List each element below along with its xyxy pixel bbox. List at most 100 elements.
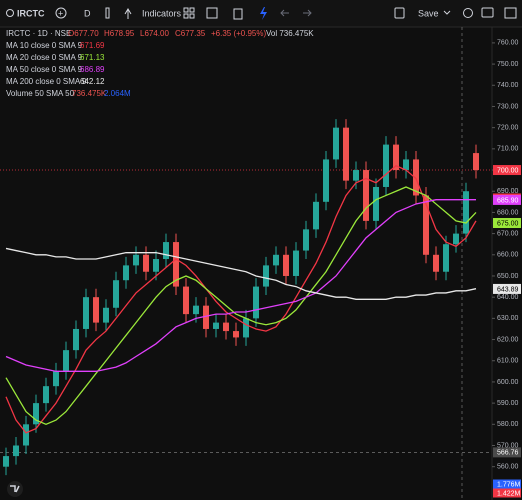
- candle-body: [43, 386, 49, 404]
- candle-body: [413, 159, 419, 196]
- candle-body: [203, 305, 209, 329]
- candle-body: [223, 322, 229, 332]
- volume-study: Volume 50 SMA 50: [6, 89, 75, 98]
- layout-icon: [189, 13, 195, 19]
- volume-label: 1.776M: [497, 481, 521, 488]
- moving-average: [5, 165, 477, 434]
- search-icon[interactable]: [6, 9, 14, 17]
- add-symbol[interactable]: [55, 7, 67, 19]
- price-label-bg: [493, 218, 521, 229]
- save-menu[interactable]: [443, 10, 451, 15]
- redo-icon[interactable]: [303, 9, 312, 17]
- candle-body: [123, 265, 129, 281]
- candle-body: [243, 318, 249, 338]
- candle-body: [433, 254, 439, 272]
- candle-body: [383, 144, 389, 187]
- layout-icon: [189, 7, 195, 13]
- layout-icon[interactable]: [183, 7, 189, 13]
- toolbar: IRCTC + D Indicators Save: [0, 0, 522, 28]
- candle-body: [163, 242, 169, 260]
- y-tick-label: 680.00: [497, 209, 519, 216]
- volume-study-value: 736.475K: [72, 89, 107, 98]
- trash-icon[interactable]: [233, 8, 243, 20]
- price-label-bg: [493, 447, 521, 458]
- moving-average: [5, 199, 476, 372]
- candle-body: [153, 259, 159, 272]
- candle-body: [363, 170, 369, 221]
- logo-mark: [10, 485, 20, 493]
- legend-open: O677.70: [68, 29, 99, 38]
- legend-close: C677.35: [175, 29, 206, 38]
- y-tick-label: 740.00: [497, 82, 519, 89]
- layout-icon: [183, 13, 189, 19]
- y-tick-label: 690.00: [497, 188, 519, 195]
- candle-body: [453, 233, 459, 245]
- y-tick-label: 670.00: [497, 230, 519, 237]
- price-label: 643.89: [497, 286, 519, 293]
- legend-low: L674.00: [140, 29, 169, 38]
- study-value: 642.12: [80, 77, 105, 86]
- plus: +: [58, 8, 63, 18]
- study-name: MA 200 close 0 SMA 9: [6, 77, 87, 86]
- candle-body: [423, 195, 429, 255]
- y-tick-label: 760.00: [497, 40, 519, 47]
- volume-label: 1.422M: [497, 490, 521, 497]
- candle-body: [233, 331, 239, 338]
- candle-body: [143, 254, 149, 272]
- y-tick-label: 560.00: [497, 464, 519, 471]
- interval[interactable]: D: [84, 8, 91, 18]
- settings-icon[interactable]: [463, 8, 473, 18]
- moving-average: [5, 247, 477, 300]
- candle-body: [353, 170, 359, 181]
- candle-body: [333, 127, 339, 160]
- undo-icon[interactable]: [280, 9, 289, 17]
- candle-body: [303, 229, 309, 251]
- candle-body: [343, 127, 349, 181]
- flash-icon[interactable]: [260, 7, 267, 20]
- y-tick-label: 630.00: [497, 315, 519, 322]
- moving-average: [5, 186, 477, 426]
- y-tick-label: 730.00: [497, 103, 519, 110]
- y-tick-label: 570.00: [497, 442, 519, 449]
- candle-body: [83, 297, 89, 329]
- y-tick-label: 720.00: [497, 124, 519, 131]
- study-name: MA 10 close 0 SMA 9: [6, 41, 83, 50]
- candle-body: [193, 305, 199, 315]
- layout-name-icon[interactable]: [394, 7, 405, 19]
- candle-body: [133, 254, 139, 266]
- candle-body: [3, 456, 9, 467]
- volume-study-ma: 2.064M: [104, 89, 131, 98]
- price-label: 566.76: [497, 450, 519, 457]
- candle-body: [33, 403, 39, 425]
- study-value: 671.13: [80, 53, 105, 62]
- snapshot-icon[interactable]: [481, 7, 494, 18]
- indicators[interactable]: Indicators: [142, 8, 182, 18]
- legend-high: H678.95: [104, 29, 135, 38]
- candle-body: [283, 254, 289, 276]
- fullscreen-icon[interactable]: [504, 7, 517, 19]
- study-name: MA 20 close 0 SMA 9: [6, 53, 83, 62]
- candle-body: [403, 159, 409, 171]
- candle-body: [263, 265, 269, 287]
- y-tick-label: 710.00: [497, 146, 519, 153]
- alert-icon[interactable]: [206, 7, 218, 19]
- y-tick-label: 750.00: [497, 61, 519, 68]
- price-label-bg: [493, 165, 521, 176]
- candle-body: [213, 322, 219, 329]
- candle-body: [73, 328, 79, 351]
- chart-type-icon[interactable]: [105, 7, 110, 19]
- indicators-icon: [124, 8, 132, 19]
- symbol[interactable]: IRCTC: [17, 8, 45, 18]
- candle-body: [313, 201, 319, 230]
- candle-body: [463, 191, 469, 234]
- volume-label-bg: [493, 488, 521, 498]
- y-tick-label: 650.00: [497, 273, 519, 280]
- candle-body: [113, 280, 119, 308]
- plot: 560.00 570.00 580.00 590.00 600.00 610.00 620.…: [0, 27, 521, 500]
- candle-body: [373, 186, 379, 221]
- candle-body: [293, 250, 299, 276]
- price-label: 685.90: [497, 197, 519, 204]
- save[interactable]: Save: [418, 8, 439, 18]
- y-tick-label: 600.00: [497, 379, 519, 386]
